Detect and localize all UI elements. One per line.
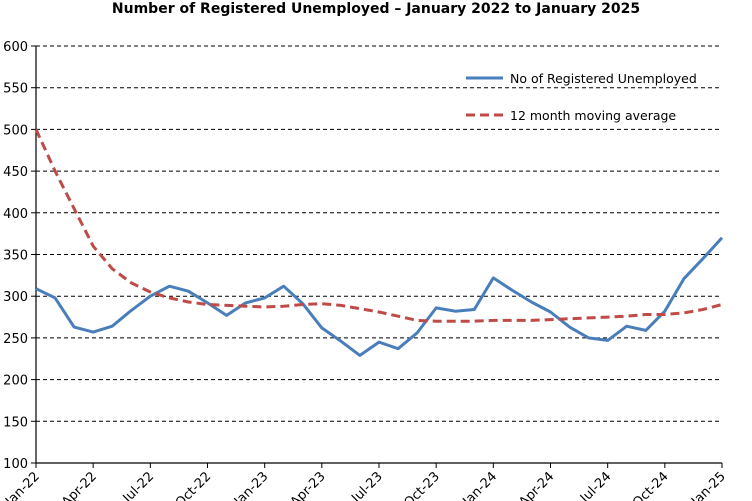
y-tick-label: 400 [3, 207, 28, 222]
x-tick-label: Oct-24 [630, 469, 672, 501]
x-tick-label: Oct-23 [401, 469, 443, 501]
x-tick-label: Oct-22 [173, 469, 215, 501]
series-line-moving-average [34, 128, 723, 323]
legend-label: 12 month moving average [510, 108, 676, 123]
y-tick-label: 450 [3, 165, 28, 180]
chart-title: Number of Registered Unemployed – Januar… [111, 1, 641, 17]
y-tick-label: 550 [3, 82, 28, 97]
y-tick-label: 300 [3, 290, 28, 305]
y-tick-label: 350 [3, 249, 28, 264]
y-tick-label: 250 [3, 332, 28, 347]
x-tick-label: Jul-24 [577, 469, 614, 501]
x-tick-label: Apr-22 [59, 469, 100, 501]
x-tick-label: Jan-25 [688, 469, 729, 501]
y-tick-label: 100 [3, 457, 28, 472]
series-line-registered-unemployed [35, 236, 724, 357]
y-tick-label: 500 [3, 123, 28, 138]
x-tick-label: Apr-23 [288, 469, 329, 501]
x-tick-label: Jan-24 [460, 469, 501, 501]
y-tick-label: 150 [3, 415, 28, 430]
legend-label: No of Registered Unemployed [510, 71, 697, 86]
x-tick-label: Jul-23 [348, 469, 385, 501]
x-tick-label: Jan-22 [2, 469, 43, 501]
y-tick-label: 600 [3, 40, 28, 55]
x-tick-label: Apr-24 [516, 469, 557, 501]
x-tick-label: Jan-23 [231, 469, 272, 501]
y-tick-label: 200 [3, 374, 28, 389]
x-tick-label: Jul-22 [120, 469, 157, 501]
